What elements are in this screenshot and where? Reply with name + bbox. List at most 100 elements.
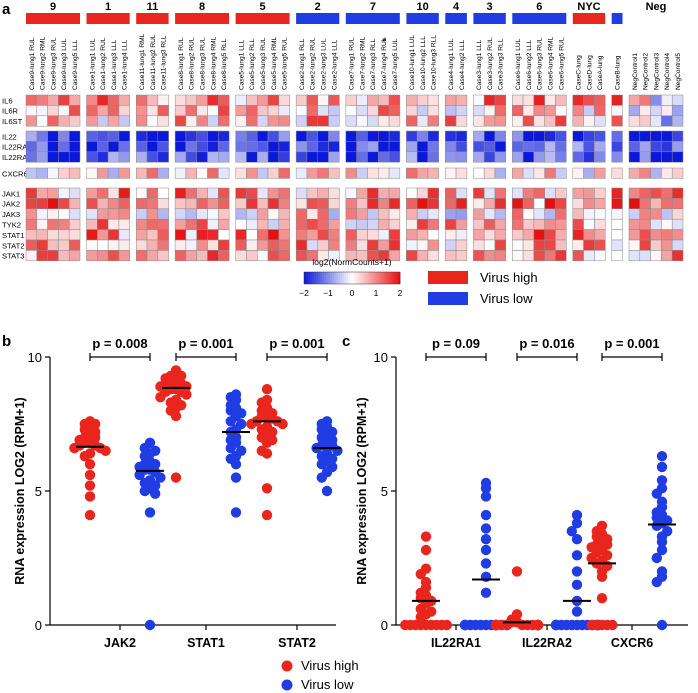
heat-cell	[639, 250, 651, 262]
heat-cell	[317, 239, 329, 251]
heat-cell	[628, 151, 641, 163]
heat-cell	[25, 151, 38, 163]
heat-cell	[650, 208, 662, 220]
heat-cell	[650, 198, 662, 210]
y-tick-label: 10	[374, 350, 388, 365]
row-label-il22: IL22	[2, 132, 17, 141]
panel-c-label: c	[342, 333, 350, 350]
colorbar-title: log2(NormCounts+1)	[312, 257, 391, 267]
heat-cell	[388, 198, 401, 210]
heat-cell	[58, 167, 70, 179]
heat-cell	[572, 239, 584, 251]
heat-cell	[512, 151, 524, 163]
heat-cell	[157, 130, 169, 142]
heat-cell	[47, 151, 59, 163]
heat-cell	[572, 208, 584, 220]
column-label: Case6-lung4 RML	[548, 37, 555, 90]
heat-cell	[345, 115, 357, 127]
heat-cell	[356, 130, 368, 142]
heat-cell	[583, 151, 595, 163]
point-high-jak2	[100, 445, 111, 456]
group-bar-11	[136, 13, 169, 24]
row-label-il6r: IL6R	[2, 107, 19, 116]
column-label: Case9-lung1 RUL	[29, 37, 36, 90]
heat-cell	[68, 130, 81, 142]
colorbar-segment	[312, 272, 315, 284]
colorbar-segment	[306, 272, 309, 284]
point-low-cxcr6	[656, 475, 668, 486]
heat-cell	[512, 218, 524, 230]
panel-b-label: b	[2, 333, 11, 350]
heat-cell	[256, 115, 269, 127]
heat-cell	[572, 151, 584, 163]
colorbar-segment	[382, 272, 385, 284]
heat-cell	[218, 115, 230, 127]
heat-cell	[483, 141, 496, 153]
heat-cell	[47, 115, 59, 127]
heat-cell	[445, 229, 457, 241]
heat-cell	[555, 105, 567, 117]
heat-cell	[317, 198, 329, 210]
heat-cell	[97, 218, 109, 230]
heat-cell	[256, 250, 269, 262]
point-high-stat2	[261, 483, 273, 494]
heat-cell	[406, 130, 418, 142]
heat-cell	[544, 167, 556, 179]
heat-cell	[455, 130, 468, 142]
heat-cell	[207, 218, 219, 230]
group-bar-1	[86, 13, 130, 24]
point-low-cxcr6	[656, 536, 668, 548]
heat-cell	[196, 151, 208, 163]
heat-cell	[47, 250, 59, 262]
column-label: Case9-lung5 LLL	[72, 39, 79, 90]
point-low-il22ra1	[480, 544, 492, 556]
heat-cell	[494, 187, 507, 199]
heat-cell	[86, 141, 98, 153]
colorbar-segment	[360, 272, 363, 284]
heat-cell	[522, 105, 535, 117]
colorbar-segment	[362, 272, 365, 284]
heat-cell	[639, 229, 651, 241]
heat-cell	[235, 167, 247, 179]
heat-cell	[639, 151, 651, 163]
colorbar-segment	[370, 272, 373, 284]
heat-cell	[445, 141, 457, 153]
heat-cell	[256, 198, 269, 210]
heat-cell	[146, 208, 159, 220]
heat-cell	[611, 94, 623, 106]
heat-cell	[533, 198, 545, 210]
heat-cell	[235, 94, 247, 106]
heat-cell	[639, 141, 651, 153]
heat-cell	[157, 198, 169, 210]
heat-cell	[473, 208, 485, 220]
column-label: CaseC-lung	[576, 55, 583, 90]
column-label: NegControl3	[653, 53, 660, 90]
heat-cell	[135, 130, 148, 142]
heat-cell	[522, 141, 535, 153]
heat-cell	[661, 239, 673, 251]
heat-cell	[36, 208, 48, 220]
heat-cell	[427, 151, 440, 163]
heat-cell	[455, 115, 468, 127]
heat-cell	[267, 218, 280, 230]
heat-cell	[174, 239, 187, 251]
heat-cell	[68, 218, 81, 230]
point-high-stat2	[261, 384, 273, 395]
heat-cell	[594, 239, 606, 251]
heat-cell	[58, 239, 70, 251]
heat-cell	[47, 130, 59, 142]
column-label: NegControl2	[643, 53, 650, 90]
heat-cell	[25, 115, 38, 127]
heat-cell	[267, 130, 280, 142]
colorbar-segment	[398, 272, 401, 284]
row-label-il22ra2: IL22RA2	[2, 153, 32, 162]
heat-cell	[25, 187, 38, 199]
heat-cell	[388, 151, 401, 163]
heat-cell	[68, 94, 81, 106]
colorbar-segment	[342, 272, 345, 284]
heat-cell	[661, 198, 673, 210]
heat-cell	[522, 115, 535, 127]
point-high-jak2	[84, 459, 96, 470]
heat-cell	[367, 105, 379, 117]
point-low-cxcr6	[651, 488, 662, 499]
